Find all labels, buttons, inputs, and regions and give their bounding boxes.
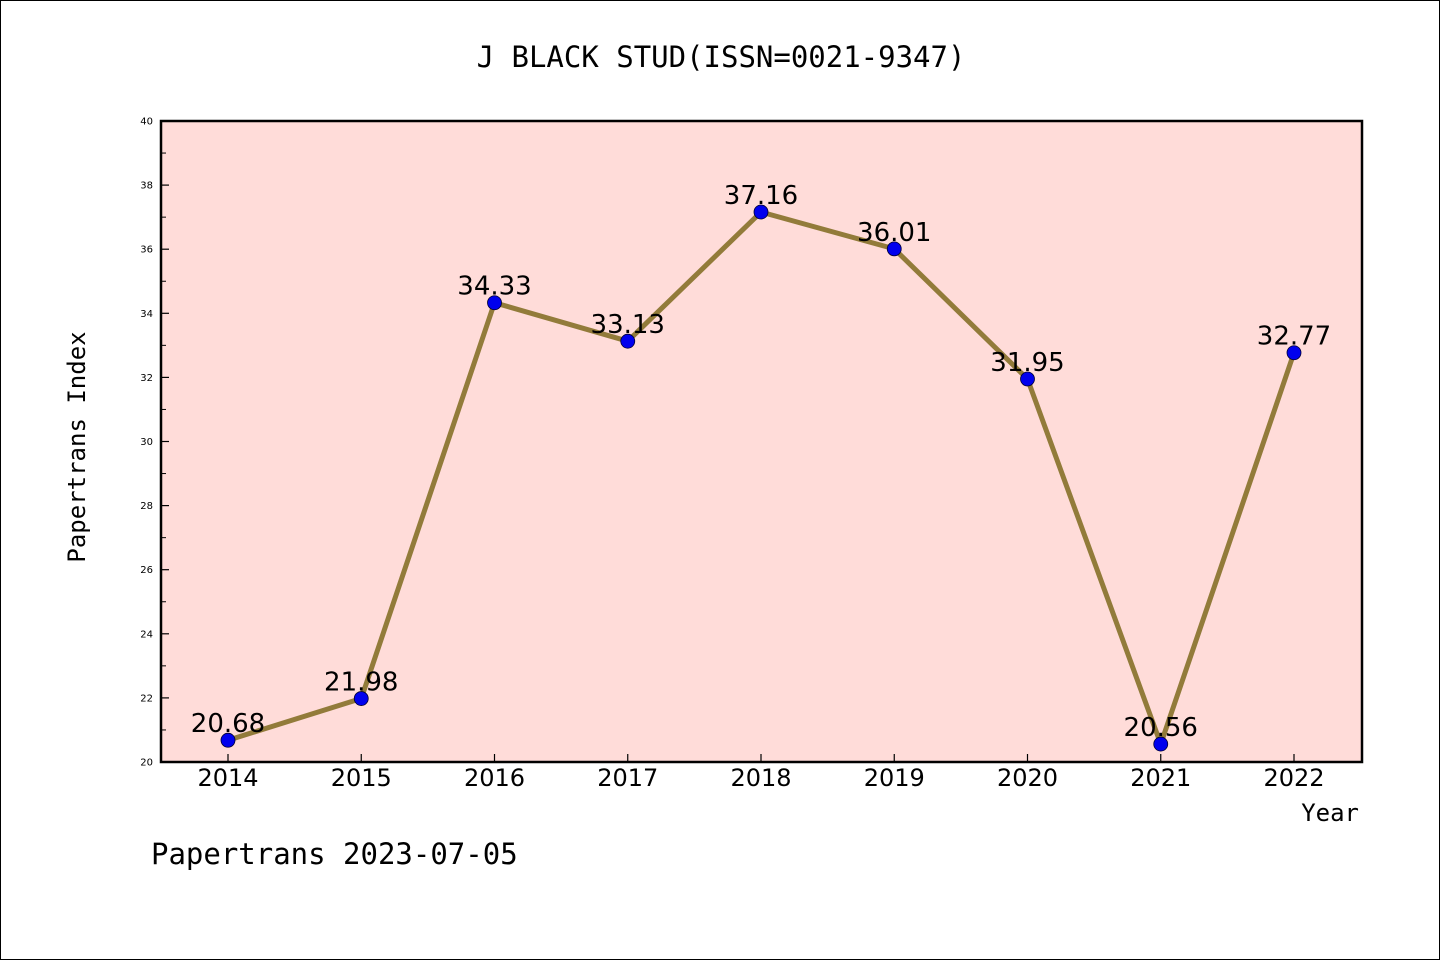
- plot-area: [159, 119, 1364, 764]
- y-tick-label: 34: [140, 309, 153, 320]
- data-label: 32.77: [1257, 322, 1331, 352]
- data-point: [487, 295, 502, 311]
- y-tick-label: 30: [140, 437, 153, 448]
- data-point: [886, 241, 902, 257]
- data-label: 33.13: [591, 310, 665, 340]
- y-tick-label: 22: [140, 693, 153, 704]
- data-label: 20.56: [1124, 713, 1198, 743]
- y-axis-ticks: 20 22 24 26 28 30 32 34 36 38 40: [140, 117, 169, 769]
- data-point: [1286, 345, 1302, 361]
- y-tick-label: 40: [140, 117, 153, 128]
- data-point: [753, 204, 769, 220]
- x-tick-label: 2021: [1130, 764, 1191, 792]
- data-point: [620, 333, 636, 349]
- x-tick-label: 2014: [197, 764, 258, 792]
- y-tick-label: 26: [140, 565, 153, 576]
- x-tick-label: 2020: [997, 764, 1058, 792]
- y-tick-label: 36: [140, 245, 153, 256]
- y-tick-label: 32: [140, 373, 153, 384]
- y-tick-label: 20: [140, 758, 153, 769]
- data-point: [1020, 371, 1035, 387]
- data-label: 34.33: [457, 272, 531, 302]
- y-tick-label: 28: [140, 501, 153, 512]
- y-tick-label: 24: [140, 629, 153, 640]
- data-label: 20.68: [191, 709, 265, 739]
- x-tick-label: 2019: [864, 764, 925, 792]
- x-axis-ticks: 2014 2015 2016 2017 2018 2019 2020 2021 2022: [197, 754, 1325, 792]
- x-tick-label: 2016: [464, 764, 525, 792]
- data-label: 37.16: [724, 181, 798, 211]
- series-layer: [220, 204, 1302, 752]
- data-label: 36.01: [857, 218, 931, 248]
- data-point: [353, 691, 369, 706]
- data-point: [220, 732, 236, 748]
- x-tick-label: 2017: [597, 764, 658, 792]
- x-tick-label: 2022: [1263, 764, 1324, 792]
- footer-text: Papertrans 2023-07-05: [151, 837, 518, 871]
- x-axis-label: Year: [1301, 799, 1359, 827]
- chart-title: J BLACK STUD(ISSN=0021-9347): [477, 40, 966, 74]
- y-tick-label: 38: [140, 181, 153, 192]
- x-tick-label: 2018: [730, 764, 791, 792]
- x-tick-label: 2015: [331, 764, 392, 792]
- data-label: 31.95: [990, 348, 1064, 378]
- data-label: 21.98: [324, 668, 398, 698]
- data-point: [1153, 736, 1169, 752]
- data-labels: 20.68 21.98 34.33 33.13 37.16 36.01 31.95 20.56…: [191, 181, 1331, 743]
- y-axis-label: Papertrans Index: [63, 331, 91, 562]
